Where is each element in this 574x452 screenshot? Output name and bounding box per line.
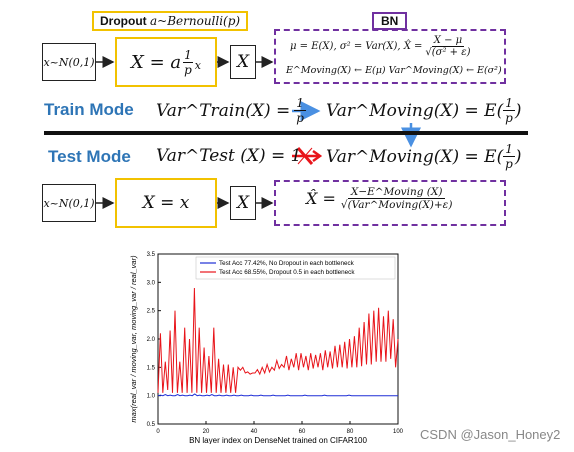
train-moving-num: 1 xyxy=(503,96,515,111)
series-line-2 xyxy=(157,287,399,393)
dropout-label-tag: Dropout a~Bernoulli(p) xyxy=(92,11,249,31)
bn-bottom-den: √(Var^Moving(X)+ε) xyxy=(340,199,453,211)
x-axis-label: BN layer index on DenseNet trained on CI… xyxy=(189,436,367,444)
input-box-top: x~N(0,1) xyxy=(42,43,96,81)
series-line-1 xyxy=(157,393,398,397)
dropout-formula-rhs: x xyxy=(194,58,201,72)
watermark: CSDN @Jason_Honey2 xyxy=(420,427,561,442)
x-tick-label: 40 xyxy=(251,429,258,435)
bn-line1-text: μ = E(X), σ² = Var(X), X̂ = xyxy=(290,41,423,52)
legend-entry-2: Test Acc 68.55%, Dropout 0.5 in each bot… xyxy=(219,269,355,276)
test-moving-formula: Var^Moving(X) = E( 1 p ) xyxy=(326,142,521,171)
input-label-top: x~N(0,1) xyxy=(43,55,95,69)
bn-formula-line1: μ = E(X), σ² = Var(X), X̂ = X − μ √(σ² +… xyxy=(290,35,471,58)
y-tick-label: 3.5 xyxy=(147,252,156,258)
test-moving-den: p xyxy=(505,157,513,171)
train-moving-formula: Var^Moving(X) = E( 1 p ) xyxy=(326,96,521,125)
input-box-bottom: x~N(0,1) xyxy=(42,184,96,222)
train-var-lhs: Var^Train(X) = xyxy=(156,100,291,121)
y-tick-label: 2.5 xyxy=(147,309,156,315)
x-box-bottom: X xyxy=(230,186,256,220)
plot-frame xyxy=(157,253,399,425)
test-mode-label: Test Mode xyxy=(48,147,131,166)
dropout-distribution: a~Bernoulli(p) xyxy=(150,14,241,28)
bn-box-bottom: X̂ = X−E^Moving (X) √(Var^Moving(X)+ε) xyxy=(274,180,506,226)
x-tick-label: 60 xyxy=(299,429,306,435)
bn-bottom-fraction: X−E^Moving (X) √(Var^Moving(X)+ε) xyxy=(341,186,453,211)
bn-frac-den: √(σ² + ε) xyxy=(425,47,471,58)
train-var-formula: Var^Train(X) = 1 p xyxy=(156,96,306,125)
y-tick-label: 1.5 xyxy=(147,365,156,371)
y-tick-label: 2.0 xyxy=(147,337,156,343)
test-moving-lhs: Var^Moving(X) = E( xyxy=(326,146,504,167)
dropout-label: Dropout xyxy=(100,14,147,28)
train-moving-den: p xyxy=(505,111,513,125)
bn-formula-line2: E^Moving(X) ← E(μ) Var^Moving(X) ← E(σ²) xyxy=(286,65,502,76)
x-tick-label: 0 xyxy=(156,429,160,435)
y-axis-label: max(real_var / moving_var, moving_var / … xyxy=(129,255,138,423)
test-moving-close: ) xyxy=(514,146,522,167)
train-frac-num: 1 xyxy=(294,96,306,111)
y-tick-label: 0.5 xyxy=(147,422,156,428)
x-box-top-label: X xyxy=(236,52,250,72)
dropout-formula-top: X = a 1 p x xyxy=(131,48,201,77)
y-tick-label: 3.0 xyxy=(147,280,156,286)
dropout-formula-lhs: X = a xyxy=(131,51,182,73)
x-tick-label: 100 xyxy=(393,429,404,435)
x-box-top: X xyxy=(230,45,256,79)
train-moving-lhs: Var^Moving(X) = E( xyxy=(326,100,504,121)
x-tick-label: 20 xyxy=(203,429,210,435)
variance-shift-chart: 0 20 40 60 80 100 0.5 1.0 1.5 2.0 2.5 3.0 3.5 BN laye… xyxy=(129,252,404,444)
test-arrow-head xyxy=(312,149,323,163)
test-moving-num: 1 xyxy=(503,142,515,157)
test-arrow-cross-2 xyxy=(297,147,313,165)
dropout-frac-den: p xyxy=(184,62,192,77)
x-box-bottom-label: X xyxy=(236,193,250,213)
test-var-formula: Var^Test (X) = 1 xyxy=(156,146,302,166)
bn-box-top: μ = E(X), σ² = Var(X), X̂ = X − μ √(σ² +… xyxy=(274,29,506,84)
bn-bottom-formula: X̂ = X−E^Moving (X) √(Var^Moving(X)+ε) xyxy=(306,186,452,211)
bn-frac-num: X − μ xyxy=(431,35,465,47)
dropout-formula-bottom: X = x xyxy=(142,193,190,213)
dropout-box-top: X = a 1 p x xyxy=(115,37,217,87)
dropout-frac-num: 1 xyxy=(183,47,193,63)
x-tick-label: 80 xyxy=(347,429,354,435)
test-moving-fraction: 1 p xyxy=(503,142,515,171)
train-moving-close: ) xyxy=(514,100,522,121)
train-mode-label: Train Mode xyxy=(44,100,134,119)
legend-box xyxy=(195,256,396,280)
dropout-box-bottom: X = x xyxy=(115,178,217,228)
input-label-bottom: x~N(0,1) xyxy=(43,196,95,210)
legend-entry-1: Test Acc 77.42%, No Dropout in each bott… xyxy=(219,260,355,267)
train-moving-fraction: 1 p xyxy=(503,96,515,125)
train-frac-den: p xyxy=(296,111,304,125)
bn-bottom-lhs: X̂ = xyxy=(306,189,336,208)
bn-normalize-fraction: X − μ √(σ² + ε) xyxy=(425,35,470,58)
bn-bottom-num: X−E^Moving (X) xyxy=(347,186,446,199)
dropout-fraction: 1 p xyxy=(183,48,193,77)
train-var-fraction: 1 p xyxy=(294,96,306,125)
y-tick-label: 1.0 xyxy=(147,394,156,400)
